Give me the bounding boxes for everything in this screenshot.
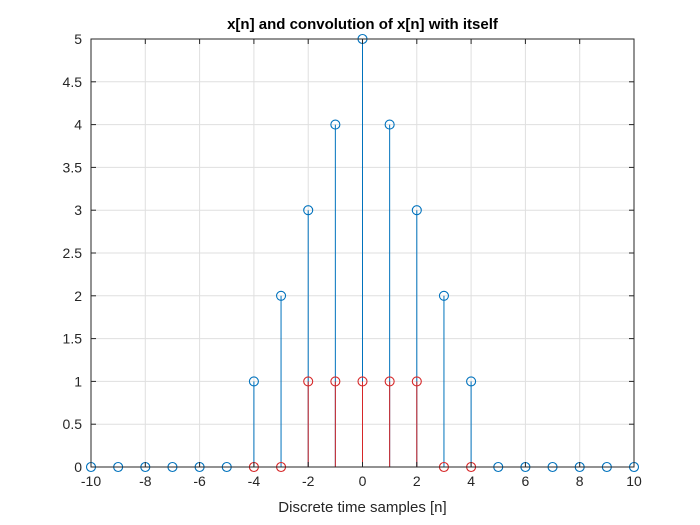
y-tick-label: 0.5	[63, 416, 83, 432]
stem-marker	[466, 376, 477, 387]
x-axis-title: Discrete time samples [n]	[278, 499, 446, 516]
x-tick-label: -8	[139, 473, 152, 489]
x-tick-label: 8	[576, 473, 584, 489]
stem-marker	[248, 376, 259, 387]
y-tick-label: 1.5	[63, 331, 83, 347]
y-tick-label: 3	[74, 202, 82, 218]
stem-marker	[275, 290, 287, 301]
stem-marker	[411, 205, 422, 216]
y-tick-label: 4.5	[63, 74, 83, 90]
y-tick-label: 3.5	[63, 159, 83, 175]
stem-marker	[330, 376, 341, 387]
stem-marker	[303, 205, 314, 216]
y-tick-label: 0	[74, 459, 82, 475]
x-tick-label: -4	[248, 473, 261, 489]
x-tick-label: 4	[467, 473, 475, 489]
y-tick-label: 2.5	[63, 245, 83, 261]
chart-title: x[n] and convolution of x[n] with itself	[227, 16, 499, 33]
stem-marker	[384, 376, 395, 387]
stem-series-2	[248, 376, 477, 473]
x-tick-label: -10	[81, 473, 101, 489]
stem-marker	[357, 376, 368, 387]
x-tick-label: 6	[522, 473, 530, 489]
y-tick-label: 4	[74, 117, 82, 133]
x-tick-label: -6	[193, 473, 206, 489]
x-tick-label: -2	[302, 473, 315, 489]
stem-marker	[384, 119, 395, 130]
x-tick-label: 10	[626, 473, 642, 489]
tick-labels: -10 -8 -6 -4 -2 0 2 4 6 8 10 0 0.5 1 1.5 2 2.5 3 3.5 4 4.5 5	[63, 31, 642, 489]
axis-ticks	[90, 38, 635, 468]
x-tick-label: 2	[413, 473, 421, 489]
y-tick-label: 1	[74, 373, 82, 389]
x-tick-label: 0	[359, 473, 367, 489]
stem-marker	[330, 119, 341, 130]
y-tick-label: 2	[74, 288, 82, 304]
y-tick-label: 5	[74, 31, 82, 47]
stem-marker	[411, 376, 422, 387]
stem-marker	[438, 290, 450, 301]
stem-marker	[303, 376, 314, 387]
